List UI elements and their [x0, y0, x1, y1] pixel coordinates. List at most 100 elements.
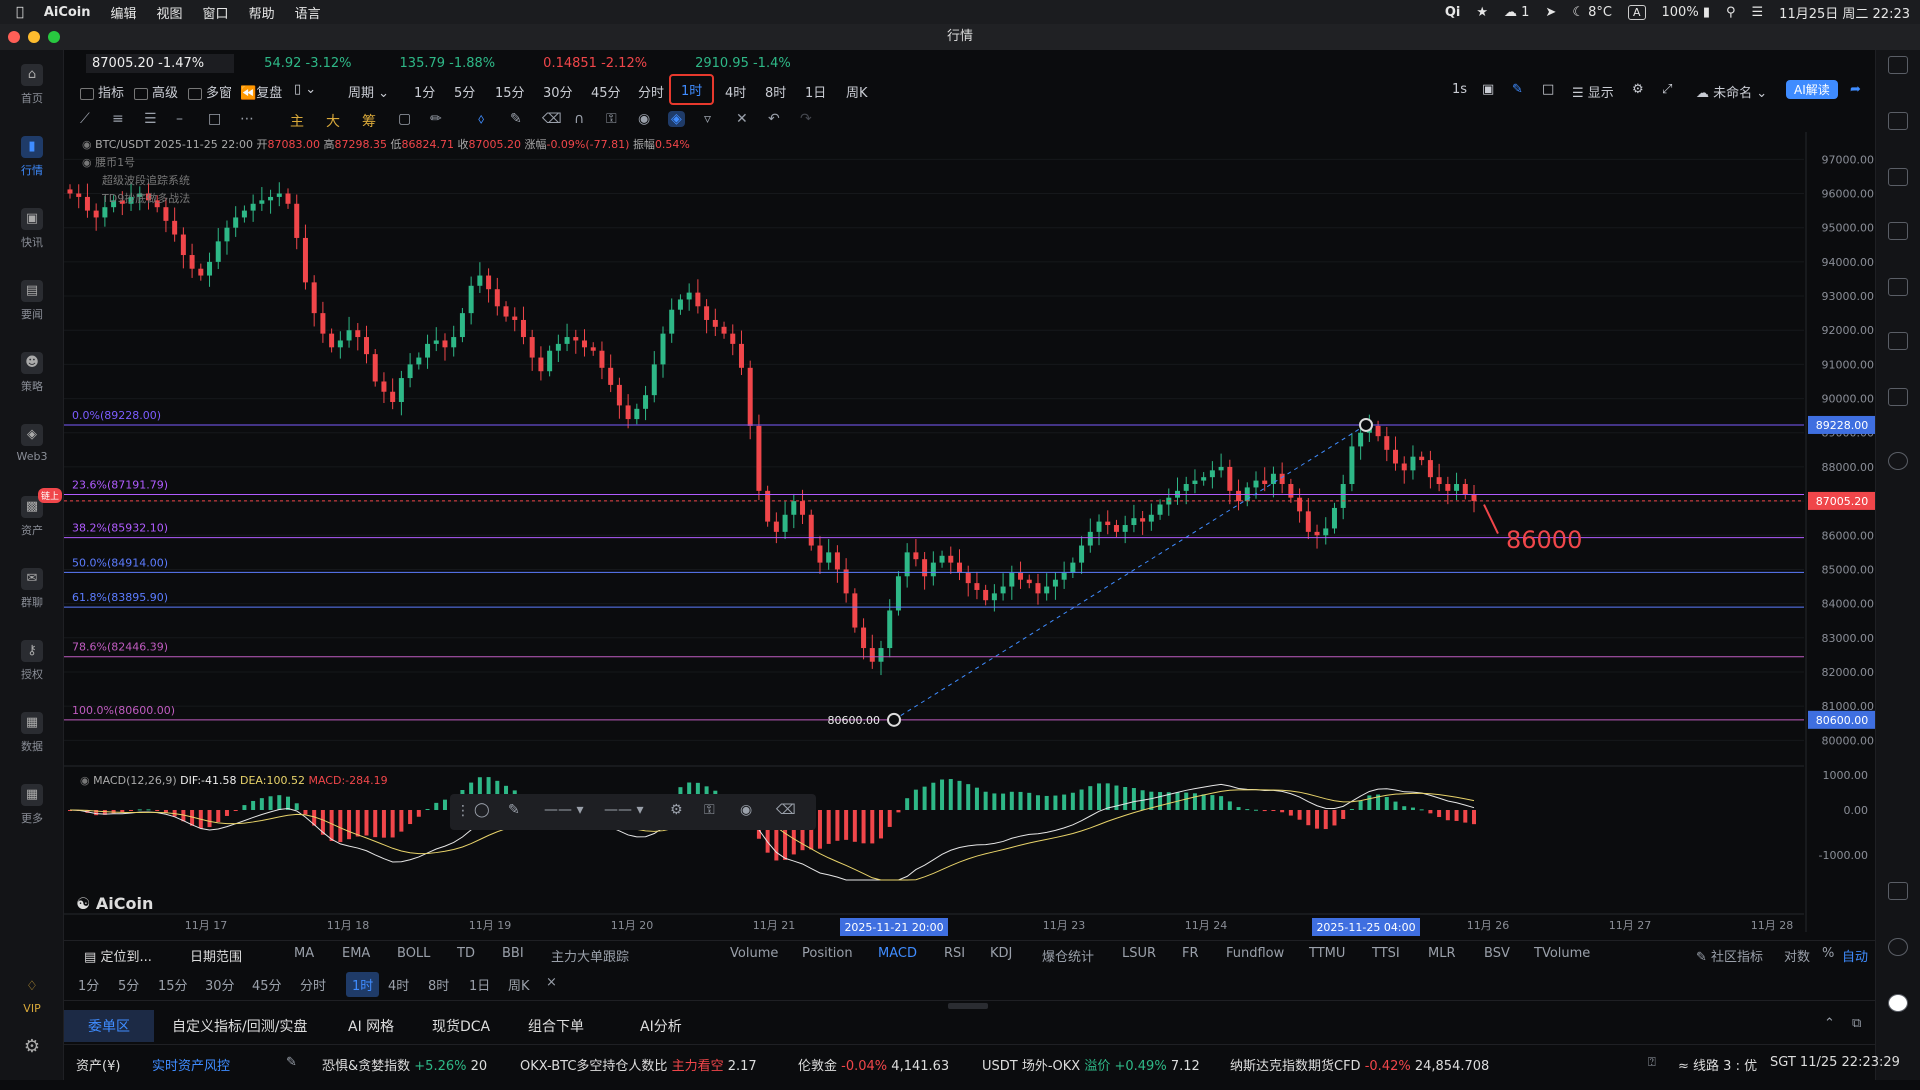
chart-area[interactable]: 97000.00 96000.00 95000.00 94000.00 93000.00…	[64, 132, 1876, 940]
hide-icon[interactable]: ◉	[638, 111, 651, 127]
drag-handle-icon[interactable]: ⋮	[456, 803, 470, 819]
main-ind-whale[interactable]: 主力大单跟踪	[551, 950, 630, 965]
trend-icon[interactable]	[1888, 222, 1908, 240]
sidebar-item-groupchat[interactable]: ✉ 群聊	[0, 562, 64, 622]
lock-icon[interactable]: ⚿	[606, 111, 617, 127]
bookmark-icon[interactable]: □	[1542, 82, 1555, 97]
interval-week[interactable]: 周K	[846, 86, 868, 101]
control-center-icon[interactable]: ☰	[1751, 4, 1764, 20]
interval-timeshare[interactable]: 分时	[638, 86, 665, 101]
line-width-dropdown[interactable]: —— ▾	[604, 802, 644, 818]
tab-ai-analysis[interactable]: AI分析	[640, 1019, 682, 1035]
big-tool[interactable]: 大	[326, 114, 340, 130]
main-tool[interactable]: 主	[290, 114, 304, 130]
filter-icon[interactable]: ▿	[704, 111, 712, 127]
app-name[interactable]: AiCoin	[36, 4, 91, 20]
minimize-window-button[interactable]	[28, 31, 40, 43]
refresh-interval[interactable]: 1s	[1452, 82, 1468, 97]
lock-icon[interactable]: ⚿	[704, 802, 715, 818]
close-window-button[interactable]	[8, 31, 20, 43]
navigation-icon[interactable]: ➤	[1545, 4, 1557, 20]
share-icon[interactable]: ➦	[1850, 82, 1861, 97]
sidebar-item-authorize[interactable]: ⚷ 授权	[0, 634, 64, 694]
sub-ind-fr[interactable]: FR	[1182, 946, 1199, 961]
tab-ai-grid[interactable]: AI 网格	[348, 1019, 395, 1035]
pen-icon[interactable]: ✎	[1512, 82, 1523, 97]
parallel-lines-icon[interactable]: ≡	[112, 111, 124, 127]
menu-window[interactable]: 窗口	[194, 6, 229, 22]
menu-language[interactable]: 语言	[286, 6, 321, 22]
sidebar-item-headlines[interactable]: ▤ 要闻	[0, 274, 64, 334]
spotlight-icon[interactable]: ⚲	[1725, 4, 1736, 20]
main-ind-td[interactable]: TD	[457, 946, 475, 961]
layout-icon[interactable]	[1888, 882, 1908, 900]
interval-1d[interactable]: 1日	[805, 86, 827, 101]
sub-ind-lsur[interactable]: LSUR	[1122, 946, 1157, 961]
ai-interpret-button[interactable]: AI解读	[1786, 80, 1838, 99]
multi-window-button[interactable]: 多窗	[188, 82, 232, 101]
gold-ticker[interactable]: 伦敦金 -0.04% 4,141.63	[798, 1055, 949, 1074]
battery-indicator[interactable]: 100% ▮	[1661, 4, 1710, 20]
usdt-otc-ticker[interactable]: USDT 场外-OKX 溢价 +0.49% 7.12	[982, 1055, 1200, 1074]
overlay-indicator-2[interactable]: 超级波段追踪系统	[102, 174, 190, 187]
bot-avatar-icon[interactable]	[1888, 994, 1908, 1012]
grid-view-icon[interactable]	[1888, 56, 1908, 74]
ai-status-icon[interactable]: Qi	[1444, 4, 1461, 20]
pencil-icon[interactable]: ✎	[510, 111, 522, 127]
tab-combo-order[interactable]: 组合下单	[528, 1019, 584, 1035]
bottom-interval-timeshare[interactable]: 分时	[300, 979, 327, 994]
trendline-icon[interactable]: ⟋	[80, 111, 90, 127]
magnet-icon[interactable]: ∩	[574, 111, 585, 127]
display-button[interactable]: ☰ 显示	[1572, 82, 1614, 101]
advanced-button[interactable]: 高级	[134, 82, 178, 101]
interval-4h[interactable]: 4时	[725, 86, 747, 101]
bottom-interval-30m[interactable]: 30分	[205, 979, 235, 994]
wechat-icon[interactable]: ☁ 1	[1504, 4, 1530, 20]
color-pen-icon[interactable]: ✎	[508, 802, 520, 818]
panel-resize-handle[interactable]	[948, 1003, 988, 1009]
period-dropdown[interactable]: 周期 ⌄	[348, 82, 389, 101]
sub-ind-ttmu[interactable]: TTMU	[1309, 946, 1346, 961]
bottom-interval-15m[interactable]: 15分	[158, 979, 188, 994]
eye-icon[interactable]: ◉	[82, 138, 92, 151]
zoom-window-button[interactable]	[48, 31, 60, 43]
fear-greed-ticker[interactable]: 恐惧&贪婪指数 +5.26% 20	[322, 1055, 487, 1074]
interval-15m[interactable]: 15分	[495, 86, 525, 101]
line-style-dropdown[interactable]: —— ▾	[544, 802, 584, 818]
layout-name-dropdown[interactable]: ☁ 未命名 ⌄	[1696, 82, 1767, 101]
locate-button[interactable]: ▤ 定位到...	[84, 946, 152, 965]
dollar-icon[interactable]	[1888, 168, 1908, 186]
apple-icon[interactable]: 	[16, 5, 24, 20]
eye-icon[interactable]: ◉	[80, 774, 90, 787]
interval-45m[interactable]: 45分	[591, 86, 621, 101]
clock[interactable]: 11月25日 周二 22:23	[1779, 6, 1910, 22]
bottom-interval-1d[interactable]: 1日	[469, 979, 491, 994]
hline-icon[interactable]: –	[176, 111, 183, 127]
sidebar-item-assets[interactable]: ▩ 资产 链上	[0, 488, 64, 550]
horizontal-lines-icon[interactable]: ☰	[144, 111, 157, 127]
risk-control[interactable]: 实时资产风控	[152, 1059, 231, 1074]
robot-icon[interactable]	[1888, 388, 1908, 406]
menu-help[interactable]: 帮助	[240, 6, 275, 22]
interval-1m[interactable]: 1分	[414, 86, 436, 101]
input-method-icon[interactable]: A	[1627, 4, 1646, 20]
asset-currency[interactable]: 资产(¥)	[76, 1059, 121, 1074]
main-ind-bbi[interactable]: BBI	[502, 946, 524, 961]
ruler-icon[interactable]: ▢	[398, 111, 412, 127]
tab-custom-indicator[interactable]: 自定义指标/回测/实盘	[172, 1019, 308, 1035]
bottom-interval-4h[interactable]: 4时	[388, 979, 410, 994]
sub-ind-bsv[interactable]: BSV	[1484, 946, 1510, 961]
camera-icon[interactable]: ▣	[1482, 82, 1495, 97]
auto-scale-toggle[interactable]: 自动	[1842, 950, 1869, 965]
collapse-icon[interactable]: ⌃	[1824, 1016, 1835, 1031]
undo-icon[interactable]: ↶	[768, 111, 780, 127]
fullscreen-icon[interactable]: ⤢	[1662, 82, 1673, 97]
sidebar-item-more[interactable]: ▦ 更多	[0, 778, 64, 838]
brush-icon[interactable]: ✏	[430, 111, 442, 127]
interval-30m[interactable]: 30分	[543, 86, 573, 101]
sub-ind-ttsi[interactable]: TTSI	[1372, 946, 1400, 961]
percent-scale-toggle[interactable]: %	[1822, 946, 1835, 961]
interval-5m[interactable]: 5分	[454, 86, 476, 101]
redo-icon[interactable]: ↷	[800, 111, 812, 127]
weather-icon[interactable]: ☾ 8°C	[1572, 4, 1612, 20]
